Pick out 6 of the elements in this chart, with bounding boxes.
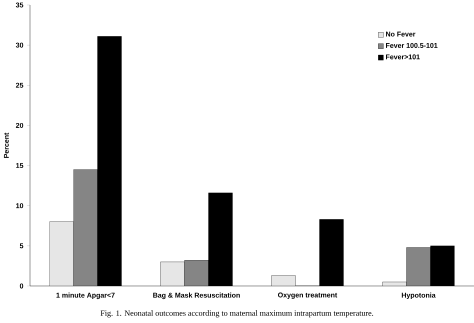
bar — [73, 169, 98, 286]
bar — [406, 247, 431, 286]
bar — [184, 260, 209, 286]
caption: Fig. 1. Neonatal outcomes according to maternal maximum intrapartum temperature. — [100, 310, 374, 318]
bar — [160, 262, 185, 286]
bar — [49, 222, 74, 286]
